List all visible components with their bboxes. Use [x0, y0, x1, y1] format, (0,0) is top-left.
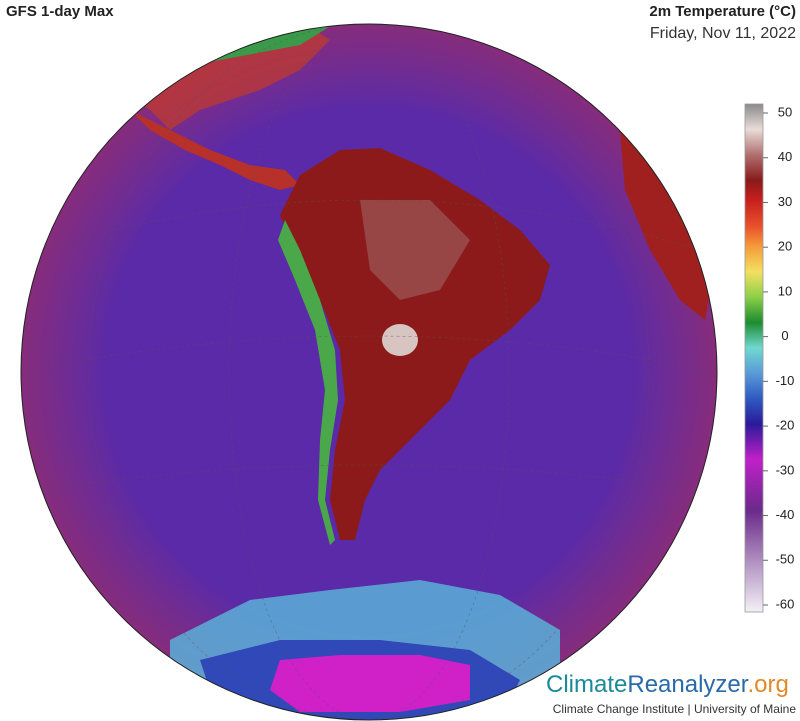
title: GFS 1-day Max: [6, 3, 114, 20]
colorbar-tick-label: -50: [776, 552, 795, 567]
colorbar-tick-label: -30: [776, 462, 795, 477]
colorbar-tick-label: 10: [778, 283, 792, 298]
logo: ClimateReanalyzer.org: [546, 671, 789, 698]
logo-part: Climate: [546, 671, 627, 698]
colorbar-tick-label: 0: [781, 328, 788, 343]
date: Friday, Nov 11, 2022: [650, 25, 796, 42]
globe-outline: [20, 23, 718, 721]
credit: Climate Change Institute | University of…: [553, 702, 797, 716]
variable: 2m Temperature (°C): [649, 3, 796, 20]
colorbar-tick-label: 40: [778, 149, 792, 164]
colorbar-tick-label: -20: [776, 418, 795, 433]
logo-part: Reanalyzer: [627, 671, 748, 698]
logo-part: .org: [747, 671, 788, 698]
colorbar-tick-label: 50: [778, 104, 792, 119]
colorbar-tick-label: 20: [778, 239, 792, 254]
colorbar: [744, 103, 764, 613]
globe: [21, 24, 717, 720]
colorbar-tick-label: -60: [776, 596, 795, 611]
colorbar-tick-label: -40: [776, 507, 795, 522]
colorbar-tick-label: -10: [776, 373, 795, 388]
colorbar-tick-label: 30: [778, 194, 792, 209]
